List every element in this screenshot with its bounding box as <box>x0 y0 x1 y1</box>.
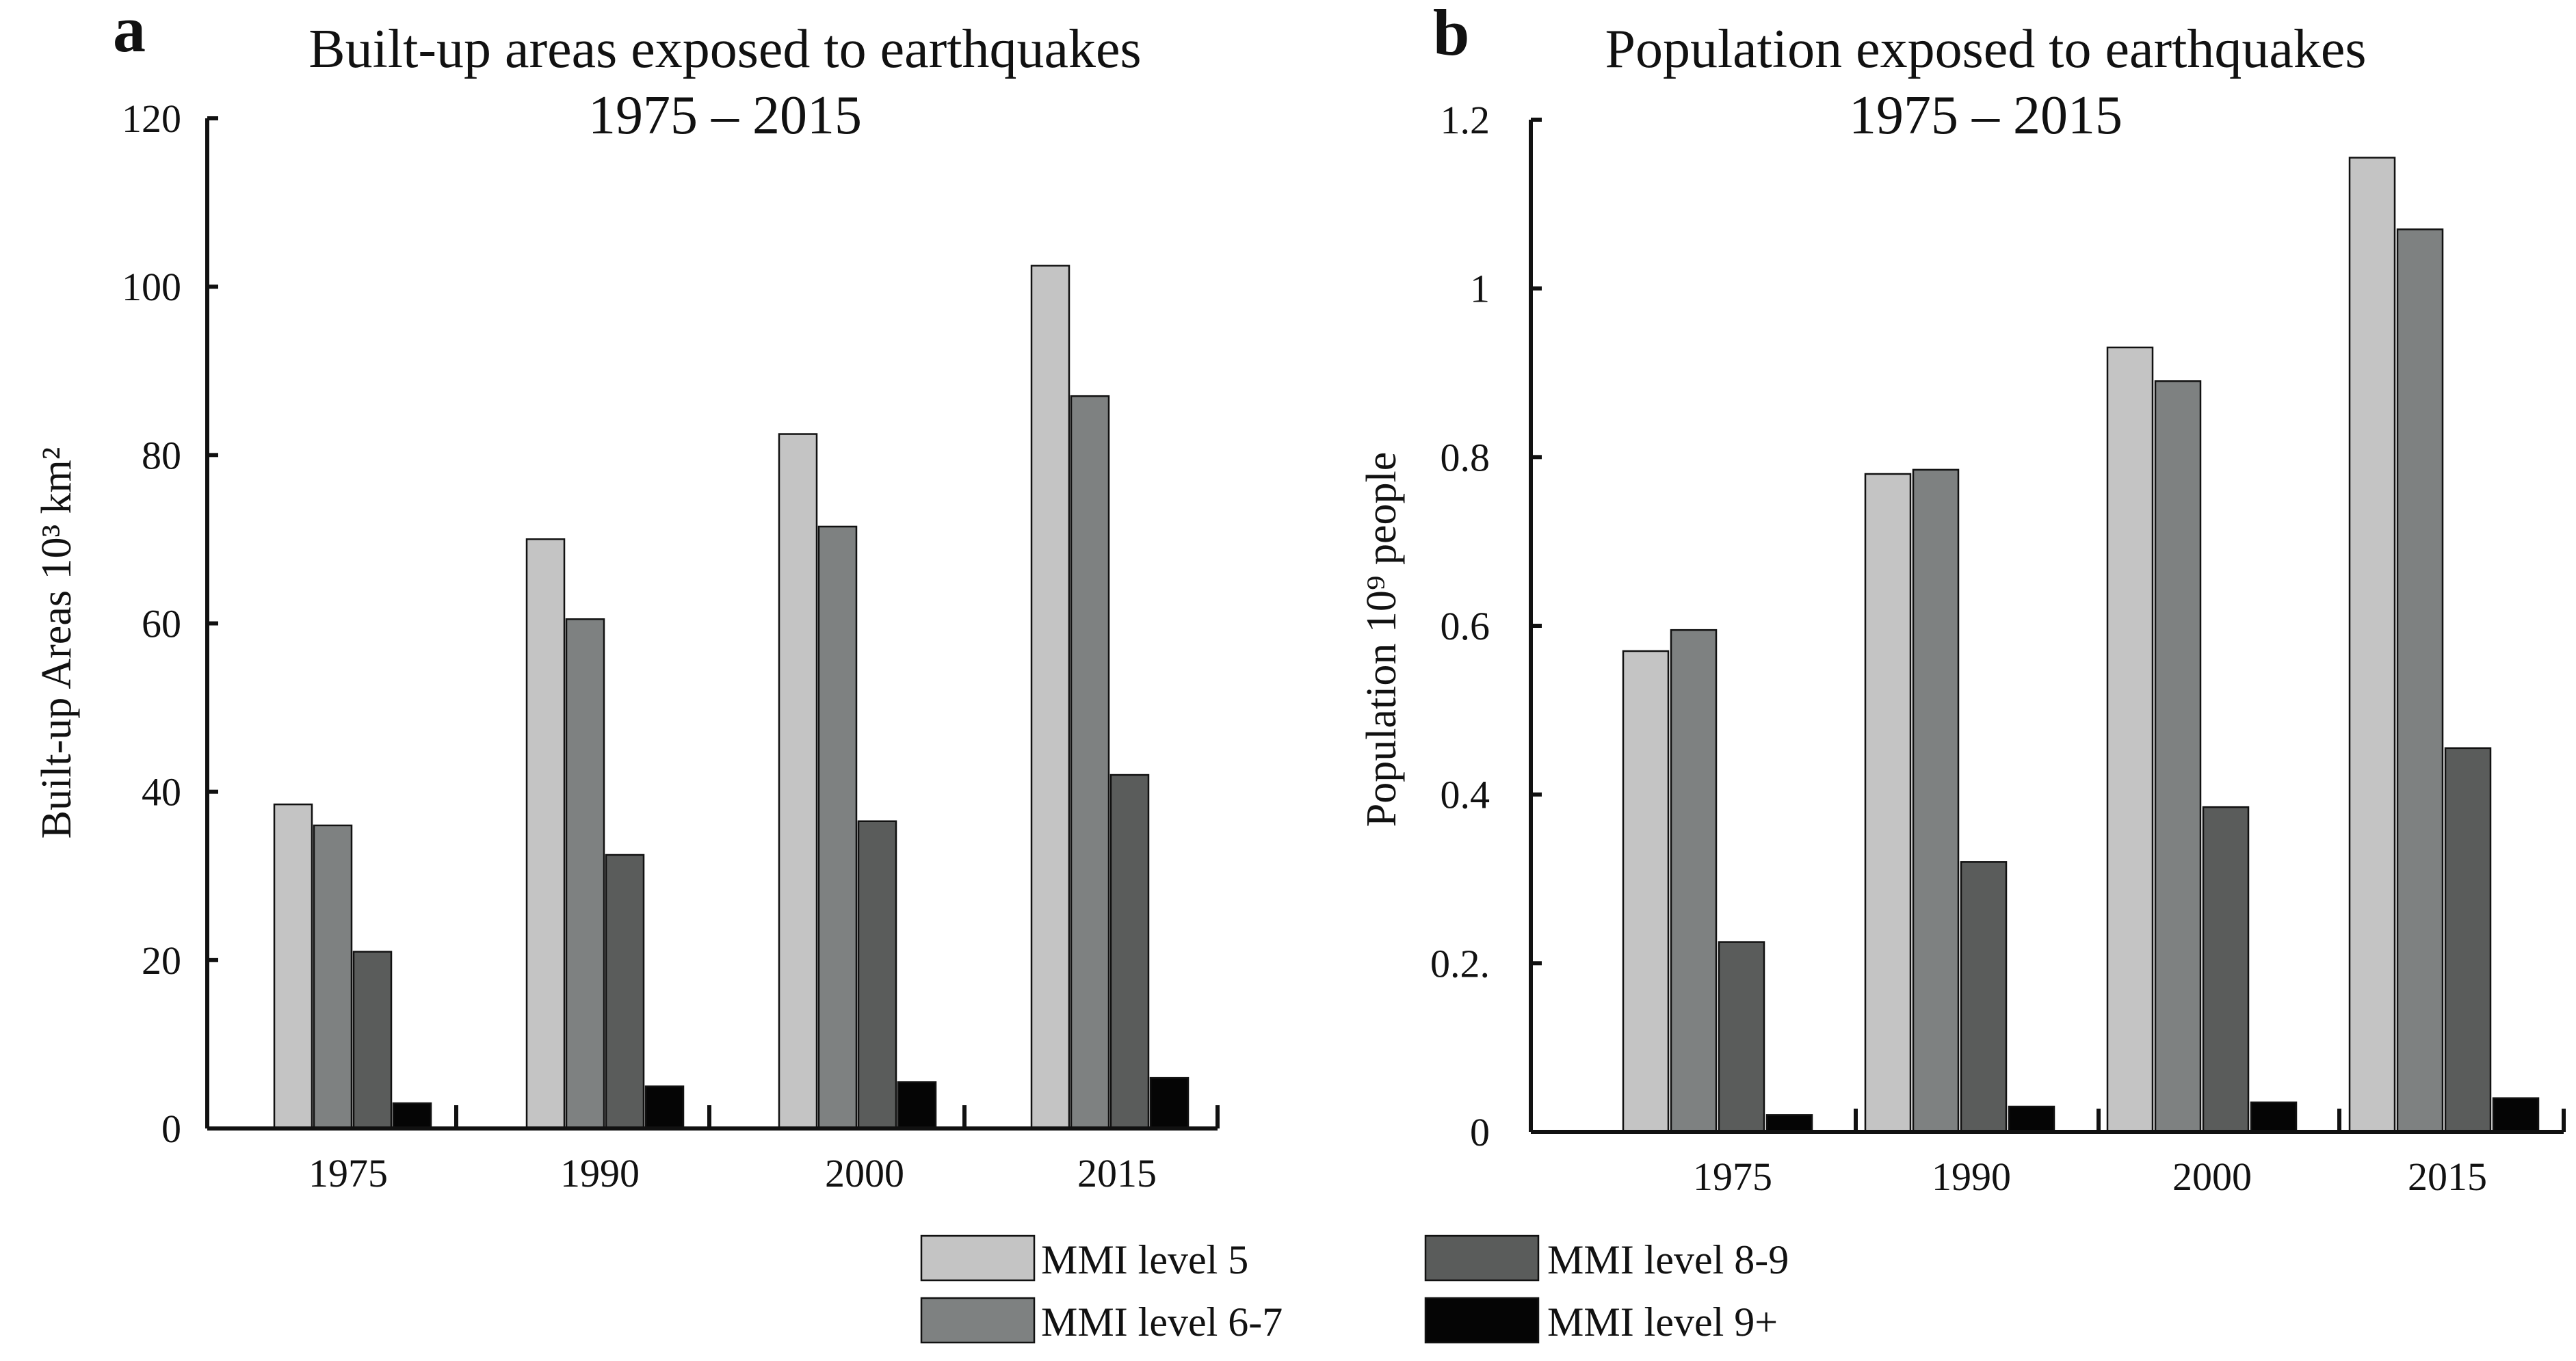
panel-b-y-axis-label: Population 10⁹ people <box>1358 452 1405 828</box>
panel-a-bar-2015-series-4 <box>1149 1076 1190 1130</box>
panel-a-y-tick-label: 60 <box>142 602 181 646</box>
panel-a-title-line2: 1975 – 2015 <box>588 85 862 146</box>
legend-swatch-mmi-5 <box>920 1234 1036 1282</box>
panel-b-bar-2015-series-4 <box>2492 1097 2540 1133</box>
panel-b-bar-1975-series-2 <box>1670 629 1718 1133</box>
panel-a-y-tick-label: 20 <box>142 938 181 983</box>
panel-b-x-labels: 1975 1990 2000 2015 <box>1693 1154 2487 1199</box>
legend-swatch-mmi-9-plus <box>1424 1297 1540 1344</box>
panel-b: b Population exposed to earthquakes 1975… <box>1358 0 2566 1199</box>
panel-a-bar-1975-series-2 <box>313 824 353 1130</box>
panel-b-title-line1: Population exposed to earthquakes <box>1605 19 2366 79</box>
panel-a-axes <box>205 118 1218 1131</box>
panel-b-bar-1990-series-1 <box>1864 473 1912 1133</box>
panel-a-bar-1990-series-1 <box>525 538 566 1130</box>
panel-a-bar-1975-series-1 <box>273 803 313 1130</box>
panel-a-bar-1990-series-3 <box>605 854 645 1130</box>
panel-a-bar-2000-series-3 <box>857 820 897 1130</box>
panel-b-bar-1990-series-2 <box>1912 468 1960 1133</box>
panel-a-y-tick-label: 0 <box>161 1107 181 1151</box>
panel-b-y-tick-label: 0.4 <box>1441 773 1490 817</box>
panel-a-x-tick-label: 2015 <box>1077 1151 1157 1195</box>
panel-b-bar-1975-series-1 <box>1622 650 1670 1133</box>
panel-b-bar-1990-series-4 <box>2008 1105 2055 1133</box>
panel-a-y-axis-label: Built-up Areas 10³ km² <box>34 447 80 839</box>
panel-b-y-ticks: 0 0.2. 0.4 0.6 0.8 1 1.2 <box>1430 98 2566 1154</box>
panel-b-x-tick-label: 2015 <box>2408 1154 2487 1199</box>
panel-b-x-tick-label: 1990 <box>1932 1154 2011 1199</box>
panel-b-bar-2000-series-1 <box>2106 346 2154 1133</box>
panel-b-bar-2015-series-1 <box>2348 157 2396 1133</box>
legend-label-mmi-6-7: MMI level 6-7 <box>1041 1299 1283 1345</box>
panel-a-y-tick-label: 80 <box>142 433 181 477</box>
panel-b-title-line2: 1975 – 2015 <box>1849 85 2122 146</box>
panel-b-y-tick-label: 1 <box>1470 267 1490 311</box>
panel-a-bars <box>273 265 1190 1130</box>
panel-b-y-tick-label: 0.8 <box>1441 435 1490 479</box>
panel-a-title-line1: Built-up areas exposed to earthquakes <box>308 19 1141 79</box>
panel-a-x-labels: 1975 1990 2000 2015 <box>308 1151 1157 1195</box>
panel-a-x-tick-label: 2000 <box>825 1151 904 1195</box>
legend-label-mmi-9-plus: MMI level 9+ <box>1547 1299 1778 1345</box>
panel-b-y-tick-label: 0.6 <box>1441 604 1490 648</box>
panel-a-bar-1975-series-3 <box>352 951 393 1130</box>
panel-a-y-tick-label: 100 <box>122 265 181 309</box>
panel-a-bar-1990-series-4 <box>644 1085 685 1130</box>
panel-b-bar-2000-series-4 <box>2250 1101 2298 1133</box>
panel-b-bar-2000-series-3 <box>2202 806 2250 1133</box>
panel-b-x-tick-label: 1975 <box>1693 1154 1772 1199</box>
panel-b-bar-1990-series-3 <box>1960 861 2008 1133</box>
panel-a-y-tick-label: 120 <box>122 96 181 141</box>
panel-a-bar-1975-series-4 <box>392 1102 432 1130</box>
legend-label-mmi-8-9: MMI level 8-9 <box>1547 1237 1789 1282</box>
panel-a-y-ticks: 0 20 40 60 80 100 120 <box>122 96 1220 1151</box>
panel-a-bar-2000-series-4 <box>897 1081 937 1130</box>
panel-a-label: a <box>113 0 146 66</box>
panel-a-x-tick-label: 1975 <box>308 1151 388 1195</box>
legend-swatch-mmi-8-9 <box>1424 1234 1540 1282</box>
panel-b-bar-2015-series-2 <box>2396 228 2444 1133</box>
panel-a-x-tick-label: 1990 <box>560 1151 640 1195</box>
panel-b-bar-1975-series-4 <box>1765 1114 1813 1133</box>
panel-a: a Built-up areas exposed to earthquakes … <box>34 0 1220 1195</box>
legend: MMI level 5 MMI level 6-7 MMI level 8-9 … <box>920 1234 1789 1345</box>
panel-b-y-tick-label: 1.2 <box>1441 98 1490 142</box>
panel-b-x-tick-label: 2000 <box>2172 1154 2252 1199</box>
panel-b-bar-2000-series-2 <box>2154 380 2202 1133</box>
panel-b-y-tick-label: 0.2. <box>1430 941 1490 986</box>
panel-a-y-tick-label: 40 <box>142 770 181 815</box>
panel-a-bar-1990-series-2 <box>565 618 605 1130</box>
panel-b-y-tick-label: 0 <box>1470 1110 1490 1154</box>
legend-swatch-mmi-6-7 <box>920 1297 1036 1344</box>
panel-a-bar-2015-series-1 <box>1030 265 1070 1130</box>
panel-b-label: b <box>1433 0 1469 69</box>
panel-b-axes <box>1529 120 2564 1134</box>
panel-b-bars <box>1622 157 2540 1133</box>
panel-a-bar-2015-series-3 <box>1109 774 1150 1130</box>
panel-a-bar-2000-series-2 <box>817 525 858 1130</box>
panel-b-bar-2015-series-3 <box>2444 747 2492 1133</box>
legend-label-mmi-5: MMI level 5 <box>1041 1237 1248 1282</box>
panel-a-bar-2000-series-1 <box>778 433 818 1130</box>
panel-a-bar-2015-series-2 <box>1070 395 1110 1130</box>
panel-b-bar-1975-series-3 <box>1718 941 1765 1133</box>
